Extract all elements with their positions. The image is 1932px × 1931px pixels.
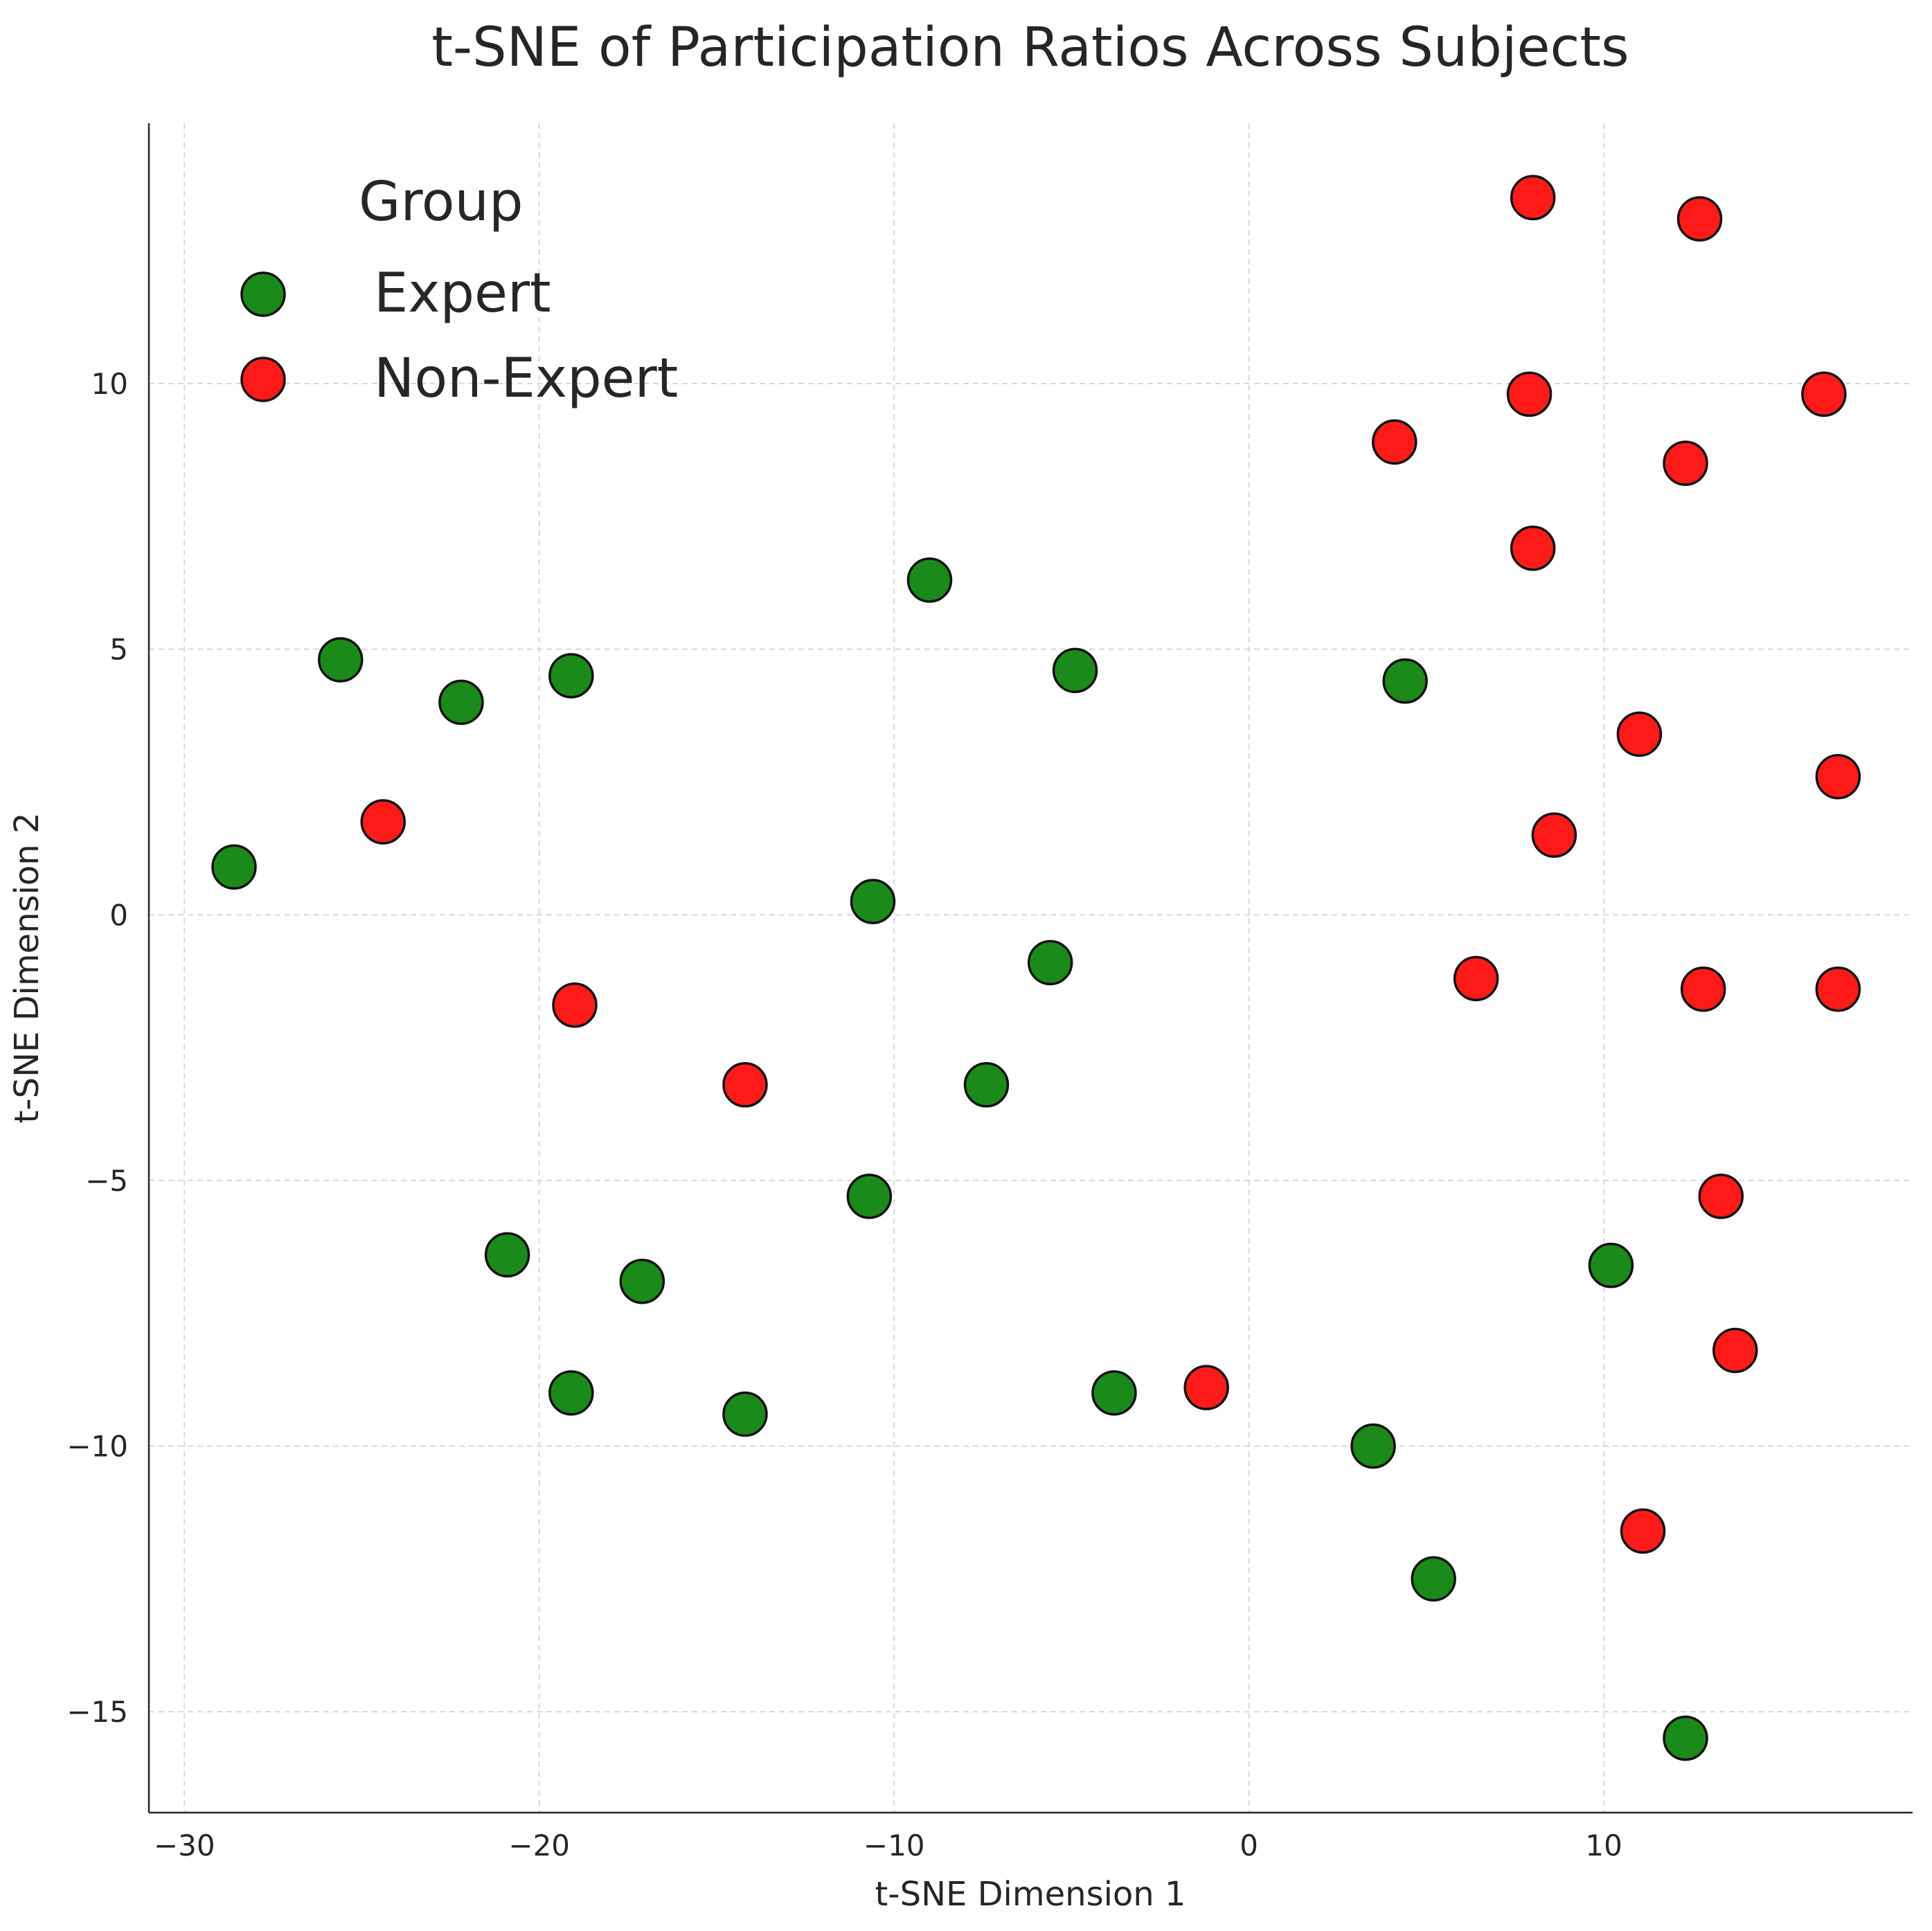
- data-point-expert: [438, 679, 484, 726]
- data-point-non-expert: [1815, 754, 1861, 800]
- x-axis-title: t-SNE Dimension 1: [875, 1875, 1186, 1914]
- legend-marker-non-expert: [240, 357, 286, 402]
- data-point-expert: [619, 1258, 665, 1304]
- data-point-non-expert: [360, 799, 406, 845]
- x-tick-label: −30: [154, 1829, 215, 1862]
- data-point-expert: [906, 557, 953, 603]
- data-point-non-expert: [1183, 1365, 1229, 1410]
- x-tick-label: −10: [864, 1829, 925, 1862]
- data-point-non-expert: [1712, 1327, 1758, 1374]
- data-point-non-expert: [1616, 711, 1663, 757]
- data-point-non-expert: [1620, 1508, 1666, 1554]
- y-axis-title: t-SNE Dimension 2: [8, 812, 46, 1123]
- legend: Group Expert Non-Expert: [240, 171, 678, 410]
- data-point-non-expert: [1510, 174, 1556, 221]
- data-point-non-expert: [1531, 812, 1577, 858]
- x-tick-label: 10: [1585, 1829, 1622, 1862]
- data-point-non-expert: [1372, 419, 1417, 465]
- y-tick-label: −5: [85, 1164, 128, 1198]
- data-point-non-expert: [1453, 955, 1499, 1002]
- data-point-non-expert: [1801, 371, 1847, 417]
- y-tick-label: 5: [109, 633, 128, 667]
- data-point-expert: [1027, 940, 1073, 986]
- x-tick-label: 0: [1240, 1829, 1258, 1862]
- data-point-non-expert: [1698, 1174, 1744, 1219]
- data-point-expert: [548, 653, 594, 699]
- grid: [149, 123, 1913, 1813]
- data-point-expert: [1052, 647, 1098, 694]
- data-point-expert: [1588, 1242, 1634, 1288]
- data-point-non-expert: [1663, 440, 1708, 486]
- data-points: [211, 174, 1861, 1761]
- y-tick-label: −15: [66, 1695, 128, 1729]
- data-point-non-expert: [1815, 966, 1861, 1012]
- data-point-expert: [963, 1062, 1010, 1108]
- data-point-expert: [484, 1232, 530, 1278]
- data-point-expert: [850, 879, 896, 924]
- data-point-expert: [211, 844, 257, 890]
- y-tick-labels: −15 −10 −5 0 5 10: [66, 367, 128, 1729]
- data-point-expert: [722, 1391, 768, 1437]
- data-point-expert: [548, 1370, 594, 1416]
- data-point-expert: [1663, 1715, 1708, 1761]
- x-tick-label: −20: [508, 1829, 570, 1862]
- legend-label-non-expert: Non-Expert: [374, 348, 678, 410]
- y-tick-label: 10: [91, 367, 128, 401]
- data-point-expert: [1382, 658, 1428, 704]
- data-point-non-expert: [722, 1062, 768, 1108]
- legend-label-expert: Expert: [374, 262, 551, 325]
- y-tick-label: −10: [66, 1430, 128, 1464]
- data-point-non-expert: [1676, 196, 1723, 242]
- data-point-non-expert: [1510, 526, 1556, 571]
- data-point-expert: [317, 637, 364, 683]
- data-point-non-expert: [552, 982, 598, 1028]
- x-tick-labels: −30 −20 −10 0 10: [154, 1829, 1622, 1862]
- data-point-expert: [1091, 1370, 1137, 1416]
- axes: [147, 123, 1913, 1814]
- legend-marker-expert: [240, 271, 286, 317]
- data-point-non-expert: [1506, 371, 1553, 417]
- y-tick-label: 0: [109, 898, 128, 932]
- data-point-expert: [1350, 1423, 1396, 1469]
- data-point-expert: [1411, 1556, 1456, 1602]
- data-point-non-expert: [1680, 966, 1726, 1012]
- data-point-expert: [846, 1174, 893, 1219]
- legend-title: Group: [359, 171, 523, 233]
- chart-title: t-SNE of Participation Ratios Across Sub…: [431, 17, 1629, 79]
